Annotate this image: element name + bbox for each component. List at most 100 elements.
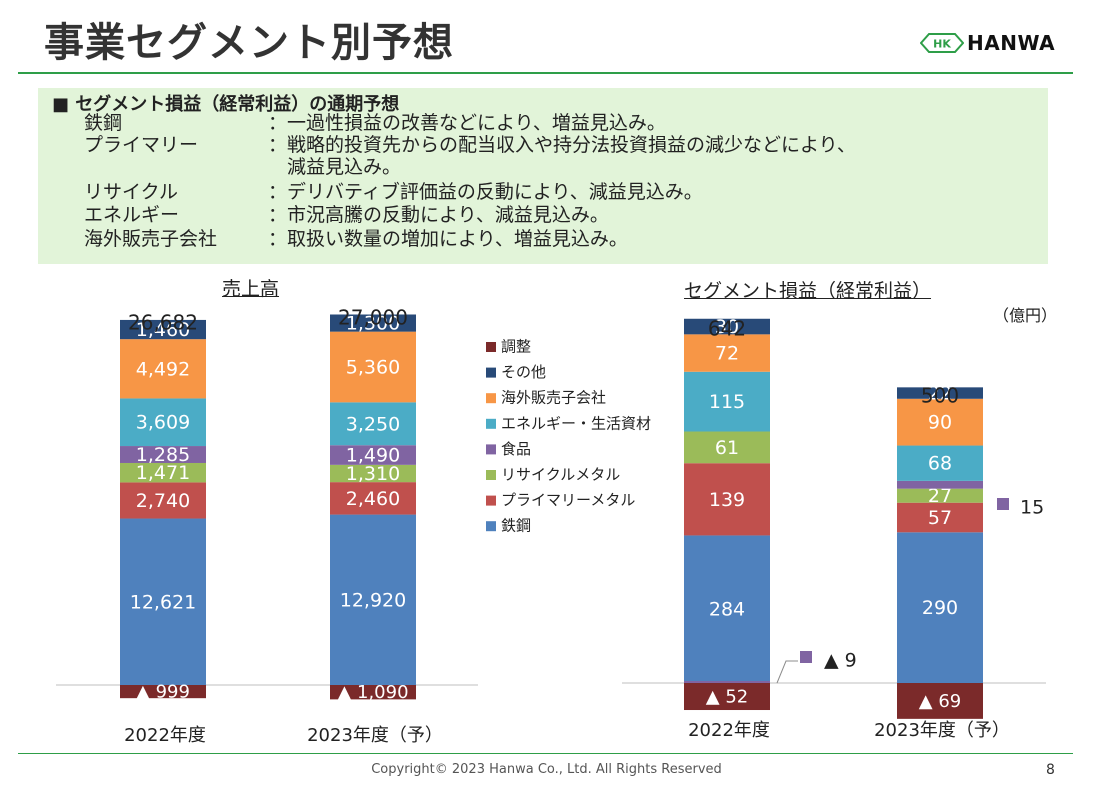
data-label-energy: 68 <box>928 453 952 475</box>
food-callout-marker <box>800 651 812 663</box>
profit-chart-title: セグメント損益（経常利益） <box>684 280 932 302</box>
bar-segment-energy <box>897 445 983 481</box>
legend-label-primary-metal: プライマリーメタル <box>501 491 635 509</box>
data-label-other: 30 <box>715 316 739 338</box>
data-label-energy: 3,250 <box>346 413 400 435</box>
legend-swatch-recycle-metal <box>486 470 496 480</box>
logo-wordmark: HANWA <box>967 31 1056 55</box>
data-label-other: 1,460 <box>136 319 190 341</box>
note-text-recycle: ：デリバティブ評価益の反動により、減益見込み。 <box>268 181 703 203</box>
bar-segment-adjustment <box>120 685 206 699</box>
note-label-overseas: 海外販売子会社 <box>84 228 218 250</box>
bar-segment-energy <box>330 402 416 446</box>
bar-segment-overseas-subsidiary <box>897 398 983 446</box>
page-number: 8 <box>1046 762 1055 778</box>
bar-segment-adjustment <box>684 683 770 711</box>
legend-swatch-energy <box>486 418 496 429</box>
bar-segment-steel <box>120 518 206 685</box>
notes-heading: ■ セグメント損益（経常利益）の通期予想 <box>52 94 400 115</box>
category-label: 2022年度 <box>688 720 770 741</box>
bar-segment-primary-metal <box>684 463 770 536</box>
bar-segment-overseas-subsidiary <box>120 339 206 399</box>
legend-label-overseas-subsidiary: 海外販売子会社 <box>501 389 606 407</box>
total-label: 500 <box>921 384 959 408</box>
legend-swatch-primary-metal <box>486 495 496 506</box>
category-label: 2023年度（予） <box>307 725 443 746</box>
bar-segment-overseas-subsidiary <box>684 334 770 372</box>
data-label-adjustment: ▲ 69 <box>919 691 961 712</box>
total-label: 642 <box>708 317 746 341</box>
data-label-energy: 3,609 <box>136 412 190 434</box>
bar-segment-energy <box>684 371 770 432</box>
data-label-recycle-metal: 1,471 <box>136 462 190 484</box>
data-label-primary-metal: 2,740 <box>136 490 190 512</box>
bar-segment-recycle-metal <box>897 488 983 503</box>
legend-swatch-adjustment <box>486 342 496 352</box>
data-label-primary-metal: 2,460 <box>346 488 400 510</box>
logo-mark-text: HK <box>933 38 951 51</box>
title-divider <box>18 72 1073 74</box>
sales-chart-title: 売上高 <box>222 278 280 300</box>
data-label-primary-metal: 139 <box>709 489 745 511</box>
bar-segment-steel <box>897 532 983 683</box>
bar-segment-food-negative <box>684 681 770 683</box>
page-title: 事業セグメント別予想 <box>44 20 454 66</box>
bar-segment-adjustment <box>330 685 416 700</box>
data-label-overseas-subsidiary: 4,492 <box>136 358 190 380</box>
total-label: 27,000 <box>338 306 408 330</box>
total-label: 26,682 <box>128 311 198 335</box>
legend-label-steel: 鉄鋼 <box>501 517 531 535</box>
bar-segment-recycle-metal <box>120 462 206 483</box>
food-callout-line <box>776 660 798 684</box>
legend-swatch-steel <box>486 521 496 532</box>
note-text-steel: ：一過性損益の改善などにより、増益見込み。 <box>268 112 666 134</box>
legend-label-recycle-metal: リサイクルメタル <box>501 466 620 484</box>
data-label-overseas-subsidiary: 72 <box>715 343 739 365</box>
data-label-steel: 12,621 <box>130 591 196 613</box>
data-label-steel: 290 <box>922 597 958 619</box>
data-label-primary-metal: 57 <box>928 507 952 529</box>
bar-segment-other <box>120 319 206 340</box>
note-text-overseas: ：取扱い数量の増加により、増益見込み。 <box>268 228 628 250</box>
bar-segment-steel <box>684 535 770 683</box>
category-label: 2022年度 <box>124 725 206 746</box>
food-callout-marker <box>997 498 1009 510</box>
bar-segment-adjustment <box>897 683 983 719</box>
bar-segment-overseas-subsidiary <box>330 331 416 403</box>
note-text-energy: ：市況高騰の反動により、減益見込み。 <box>268 204 609 226</box>
copyright-text: Copyright© 2023 Hanwa Co., Ltd. All Righ… <box>371 762 722 777</box>
bar-segment-energy <box>120 398 206 447</box>
note-text-primary-cont: 減益見込み。 <box>268 156 402 178</box>
bar-segment-food <box>120 446 206 463</box>
category-label: 2023年度（予） <box>874 720 1010 741</box>
data-label-adjustment: ▲ 999 <box>136 682 190 703</box>
bar-segment-steel <box>330 514 416 685</box>
note-label-steel: 鉄鋼 <box>84 112 123 134</box>
unit-label: （億円） <box>993 306 1058 325</box>
legend-label-energy: エネルギー・生活資材 <box>501 414 651 432</box>
food-callout-label: 15 <box>1020 497 1044 519</box>
data-label-overseas-subsidiary: 5,360 <box>346 356 400 378</box>
legend-label-food: 食品 <box>501 440 531 458</box>
forecast-notes-box <box>38 88 1048 264</box>
legend-swatch-other <box>486 367 496 378</box>
legend-label-other: その他 <box>501 363 546 381</box>
data-label-adjustment: ▲ 52 <box>706 687 748 708</box>
hk-logo-icon: HK <box>920 33 964 53</box>
bar-segment-food <box>897 480 983 489</box>
data-label-recycle-metal: 1,310 <box>346 463 400 485</box>
note-text-primary: ：戦略的投資先からの配当収入や持分法投資損益の減少などにより、 <box>268 134 856 156</box>
note-label-energy: エネルギー <box>84 204 180 226</box>
bar-segment-other <box>330 314 416 332</box>
data-label-steel: 12,920 <box>340 589 406 611</box>
bar-segment-primary-metal <box>330 482 416 515</box>
bar-segment-primary-metal <box>120 482 206 519</box>
note-label-recycle: リサイクル <box>84 181 179 203</box>
data-label-recycle-metal: 27 <box>928 485 952 507</box>
footer-divider <box>18 753 1073 754</box>
legend-swatch-overseas-subsidiary <box>486 393 496 404</box>
hanwa-logo: HK HANWA <box>920 30 1055 56</box>
data-label-steel: 284 <box>709 599 745 621</box>
data-label-recycle-metal: 61 <box>715 437 739 459</box>
